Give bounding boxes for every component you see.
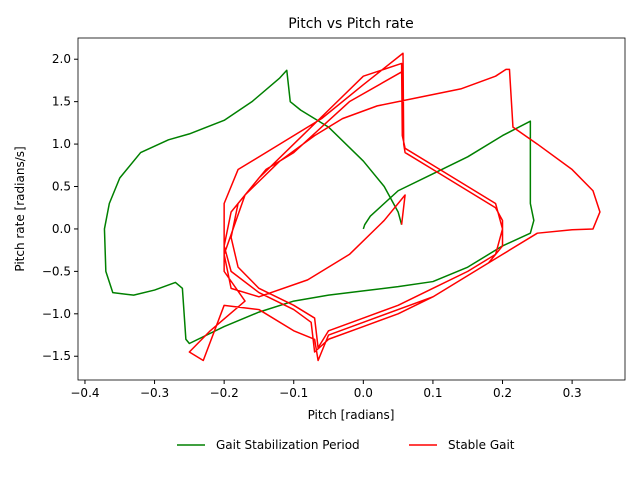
x-tick-label: −0.4 [70,386,99,400]
y-tick-label: 0.0 [52,222,71,236]
x-tick-label: 0.3 [563,386,582,400]
x-tick-label: −0.2 [210,386,239,400]
series-line [103,69,535,345]
plot-frame [77,37,626,381]
legend-label: Stable Gait [448,438,515,452]
x-axis-label: Pitch [radians] [308,408,395,422]
y-tick-label: −0.5 [42,264,71,278]
chart-title: Pitch vs Pitch rate [288,16,414,32]
y-tick-label: 1.5 [52,95,71,109]
y-tick-label: 1.0 [52,137,71,151]
x-tick-label: 0.1 [423,386,442,400]
legend-label: Gait Stabilization Period [216,438,360,452]
y-tick-label: 0.5 [52,180,71,194]
y-axis-label: Pitch rate [radians/s] [13,146,27,271]
x-tick-label: 0.0 [354,386,373,400]
x-tick-label: −0.3 [140,386,169,400]
y-tick-label: −1.0 [42,307,71,321]
y-tick-label: 2.0 [52,52,71,66]
x-tick-label: −0.1 [279,386,308,400]
x-tick-label: 0.2 [493,386,512,400]
y-tick-label: −1.5 [42,349,71,363]
series-line [188,52,601,362]
